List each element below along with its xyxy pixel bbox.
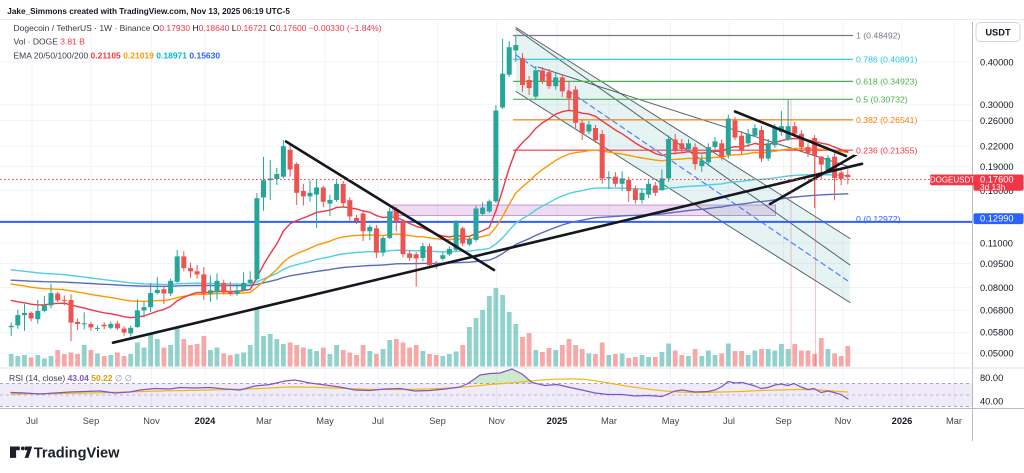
svg-text:0.382 (0.26541): 0.382 (0.26541) <box>856 115 917 125</box>
svg-text:2026: 2026 <box>892 416 913 426</box>
svg-text:EMA 20/50/100/200 0.21105 0.21: EMA 20/50/100/200 0.21105 0.21019 0.1897… <box>14 50 221 60</box>
svg-text:May: May <box>662 416 680 426</box>
svg-text:USDT: USDT <box>985 28 1011 38</box>
svg-text:0.40000: 0.40000 <box>980 57 1014 67</box>
svg-text:Jake_Simmons created with Trad: Jake_Simmons created with TradingView.co… <box>7 7 290 16</box>
svg-text:Jul: Jul <box>723 416 735 426</box>
svg-text:0.16000: 0.16000 <box>980 186 1014 196</box>
svg-text:80.00: 80.00 <box>980 373 1003 383</box>
svg-text:1 (0.48492): 1 (0.48492) <box>856 31 901 41</box>
svg-text:0.06800: 0.06800 <box>980 306 1014 316</box>
svg-text:0.11000: 0.11000 <box>980 238 1013 248</box>
svg-text:0.786 (0.40891): 0.786 (0.40891) <box>856 55 917 65</box>
svg-text:0.19000: 0.19000 <box>980 162 1014 172</box>
svg-text:0.05800: 0.05800 <box>980 328 1014 338</box>
svg-text:Dogecoin / TetherUS · 1W · Bin: Dogecoin / TetherUS · 1W · Binance O0.17… <box>14 23 382 33</box>
svg-text:Sep: Sep <box>83 416 100 426</box>
svg-text:0.22000: 0.22000 <box>980 141 1014 151</box>
svg-text:Nov: Nov <box>488 416 505 426</box>
svg-text:Jul: Jul <box>372 416 384 426</box>
svg-text:TradingView: TradingView <box>34 446 120 462</box>
svg-text:Mar: Mar <box>256 416 272 426</box>
svg-text:Vol · DOGE 3.81 B: Vol · DOGE 3.81 B <box>14 37 86 47</box>
svg-text:Nov: Nov <box>835 416 852 426</box>
svg-text:Nov: Nov <box>143 416 160 426</box>
svg-text:0.08000: 0.08000 <box>980 283 1014 293</box>
svg-text:40.00: 40.00 <box>980 396 1003 406</box>
svg-text:RSI (14, close) 43.04 50.22 ∅: RSI (14, close) 43.04 50.22 ∅ ∅ <box>9 373 133 383</box>
svg-text:2025: 2025 <box>547 416 568 426</box>
svg-text:May: May <box>316 416 334 426</box>
svg-text:0.05000: 0.05000 <box>980 349 1014 359</box>
svg-text:3d 13h: 3d 13h <box>980 182 1006 192</box>
svg-text:Mar: Mar <box>946 416 962 426</box>
svg-text:0.30000: 0.30000 <box>980 100 1014 110</box>
svg-text:0.09500: 0.09500 <box>980 259 1014 269</box>
svg-text:0.17600: 0.17600 <box>980 175 1014 185</box>
svg-text:0.236 (0.21355): 0.236 (0.21355) <box>856 145 917 155</box>
svg-text:0.5 (0.30732): 0.5 (0.30732) <box>856 95 908 105</box>
svg-text:Sep: Sep <box>775 416 792 426</box>
svg-text:2024: 2024 <box>195 416 217 426</box>
svg-text:0 (0.12972): 0 (0.12972) <box>856 214 901 224</box>
svg-text:0.12990: 0.12990 <box>980 214 1014 224</box>
svg-text:Mar: Mar <box>601 416 617 426</box>
svg-text:DOGEUSDT: DOGEUSDT <box>930 176 975 185</box>
svg-text:0.618 (0.34923): 0.618 (0.34923) <box>856 77 917 87</box>
svg-text:0.26000: 0.26000 <box>980 116 1014 126</box>
svg-text:Sep: Sep <box>429 416 446 426</box>
svg-text:Jul: Jul <box>26 416 38 426</box>
